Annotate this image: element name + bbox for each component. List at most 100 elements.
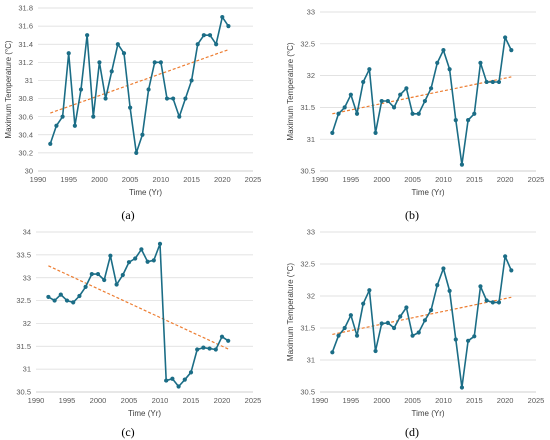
data-point <box>126 260 132 265</box>
x-tick-label: 2025 <box>528 396 545 405</box>
data-point <box>89 271 94 277</box>
series-line <box>331 36 513 166</box>
data-point <box>114 282 119 287</box>
data-point <box>146 87 151 92</box>
data-point <box>379 321 384 326</box>
data-point <box>195 347 200 352</box>
data-point <box>404 305 409 310</box>
y-tick-label: 31.8 <box>18 4 33 13</box>
data-point <box>385 320 390 325</box>
data-point <box>64 298 70 303</box>
data-point <box>478 284 483 289</box>
data-point <box>152 60 157 65</box>
data-point <box>472 334 477 339</box>
data-point <box>490 300 495 305</box>
data-point <box>466 118 471 123</box>
panel-label: (b) <box>405 208 419 222</box>
series-line <box>331 255 513 389</box>
data-point <box>496 300 502 305</box>
data-point <box>503 254 508 259</box>
data-point <box>484 79 489 85</box>
x-tick-label: 2020 <box>497 175 514 184</box>
y-tick-label: 31.4 <box>18 40 33 49</box>
data-point <box>379 98 384 104</box>
y-tick-label: 32 <box>23 319 31 328</box>
y-tick-label: 33 <box>307 8 315 17</box>
data-point <box>48 141 53 146</box>
data-point <box>410 333 415 338</box>
data-point <box>459 162 465 167</box>
y-tick-label: 30.2 <box>18 148 33 157</box>
data-point <box>66 51 71 56</box>
data-point <box>170 376 175 381</box>
x-tick-label: 2005 <box>122 175 139 184</box>
y-tick-label: 30.5 <box>16 388 31 397</box>
y-tick-label: 31 <box>23 365 31 374</box>
y-tick-label: 33 <box>307 228 315 237</box>
data-point <box>490 79 495 85</box>
data-point <box>447 67 452 72</box>
x-tick-label: 2015 <box>183 396 200 405</box>
data-point <box>428 86 434 91</box>
y-axis-title: Maximum Temperature (°C) <box>286 263 295 362</box>
data-point <box>121 51 127 56</box>
data-point <box>422 98 428 104</box>
panel-label: (c) <box>121 425 134 439</box>
data-point <box>441 48 446 53</box>
data-point <box>391 105 397 110</box>
data-point <box>207 33 213 38</box>
data-point <box>398 92 403 97</box>
y-axis-title: Maximum Temperature (°C) <box>4 40 13 139</box>
data-point <box>385 98 390 104</box>
y-tick-label: 30.4 <box>18 130 33 139</box>
chart-panel-a: 30 30.2 30.4 30.6 30.8 31 31.2 31.4 31.6 31.8 1990… <box>4 4 261 222</box>
data-point <box>220 14 225 20</box>
data-point <box>95 271 101 277</box>
data-point <box>336 333 341 338</box>
x-tick-label: 2020 <box>497 396 514 405</box>
data-point <box>416 330 421 335</box>
x-tick-label: 2025 <box>245 396 262 405</box>
data-point <box>330 350 335 355</box>
data-point <box>453 337 458 342</box>
y-tick-label: 31.2 <box>18 58 33 67</box>
data-point <box>128 105 133 110</box>
data-point <box>182 377 187 382</box>
x-tick-label: 2010 <box>152 396 169 405</box>
data-point <box>213 347 218 352</box>
data-point <box>83 284 88 289</box>
x-tick-label: 2000 <box>90 396 107 405</box>
data-point <box>195 42 200 47</box>
data-point <box>453 118 458 123</box>
y-tick-label: 33.5 <box>16 250 31 259</box>
data-point <box>342 325 347 331</box>
data-point <box>140 132 145 137</box>
trend-line <box>332 76 512 115</box>
data-point <box>201 345 206 350</box>
x-tick-label: 1990 <box>30 175 47 184</box>
data-point <box>348 92 353 97</box>
data-point <box>201 33 206 38</box>
x-tick-label: 2025 <box>528 175 545 184</box>
data-point <box>109 69 114 74</box>
data-point <box>354 333 360 338</box>
y-tick-label: 31 <box>25 76 33 85</box>
x-tick-label: 2020 <box>214 175 231 184</box>
chart-panel-c: 30.5 31 31.5 32 32.5 33 33.5 34 1990 1995 2000 2005… <box>16 228 261 439</box>
x-tick-label: 2000 <box>373 175 390 184</box>
x-tick-label: 2015 <box>466 396 483 405</box>
data-point <box>336 111 341 116</box>
y-tick-label: 32.5 <box>16 296 31 305</box>
panel-label: (d) <box>405 425 419 439</box>
data-point <box>91 114 96 119</box>
y-tick-label: 31.5 <box>300 324 315 333</box>
data-point <box>478 60 483 65</box>
data-point <box>176 384 181 389</box>
data-point <box>133 256 138 261</box>
data-point <box>120 272 125 278</box>
x-axis-title: Time (Yr) <box>411 409 444 418</box>
x-tick-label: 2005 <box>121 396 138 405</box>
y-tick-label: 32.5 <box>300 260 315 269</box>
x-tick-label: 2010 <box>435 175 452 184</box>
data-point <box>226 338 231 343</box>
